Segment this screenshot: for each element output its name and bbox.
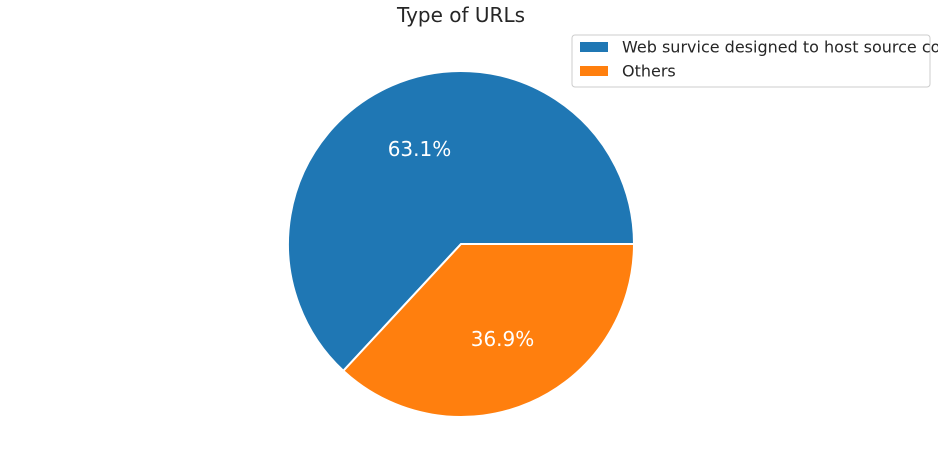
pie-slices	[287, 70, 635, 418]
legend: Web survice designed to host source code…	[571, 34, 938, 88]
legend-label-1: Web survice designed to host source code	[622, 38, 938, 57]
slice-value-label-1: 63.1%	[388, 137, 452, 161]
legend-frame	[571, 34, 931, 88]
legend-swatch-2	[580, 66, 608, 76]
legend-label-2: Others	[622, 62, 676, 81]
pie-slice-1	[287, 70, 635, 372]
slice-value-label-2: 36.9%	[471, 327, 535, 351]
pie-slice-2	[342, 243, 635, 418]
legend-swatch-1	[580, 42, 608, 52]
chart-title: Type of URLs	[396, 3, 525, 27]
slice-value-labels: 63.1% 36.9%	[388, 137, 535, 351]
